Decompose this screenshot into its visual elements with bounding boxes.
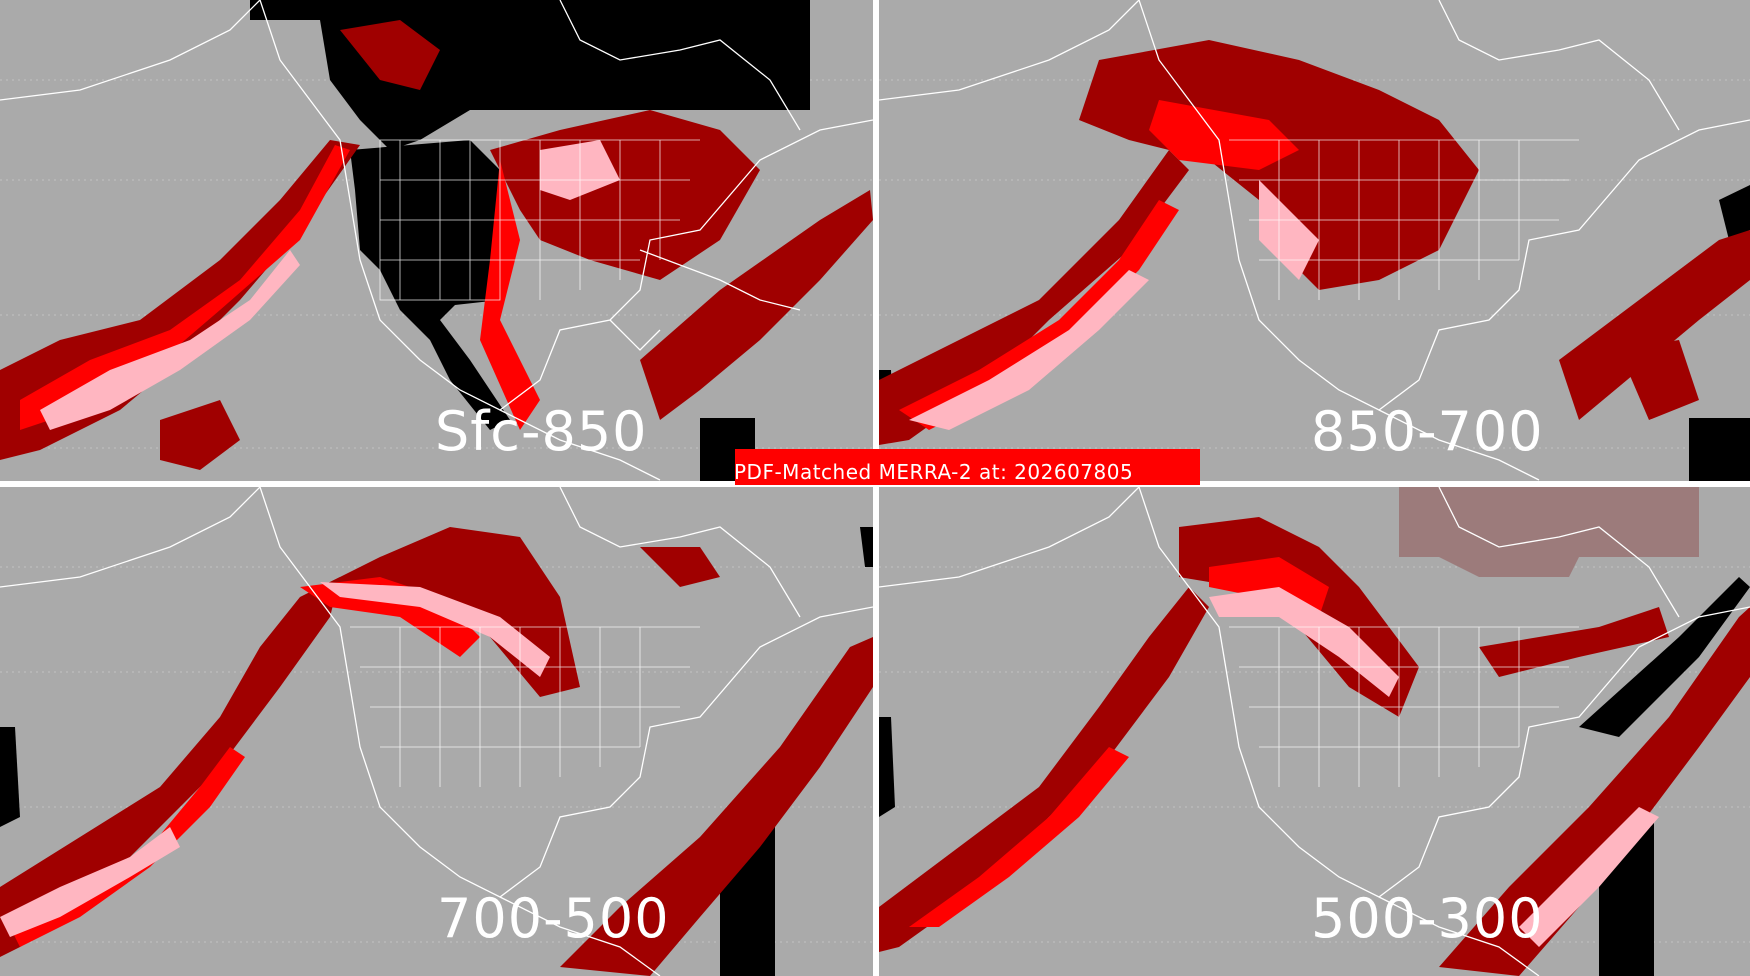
pink-band	[1209, 587, 1659, 947]
red-band	[20, 145, 540, 430]
state-borders	[1229, 139, 1579, 300]
coastline	[0, 487, 873, 976]
map-panel-850-700: 850-700	[879, 0, 1750, 481]
map-canvas	[0, 487, 873, 976]
coastline	[0, 0, 873, 481]
layer-label: 500-300	[1311, 887, 1544, 950]
red-band	[899, 100, 1299, 430]
state-borders	[1229, 626, 1579, 787]
map-panel-700-500: 700-500	[0, 487, 873, 976]
map-panel-sfc-850: Sfc-850	[0, 0, 873, 481]
pink-band	[0, 582, 550, 937]
low-moisture-region	[1399, 487, 1699, 577]
pink-band	[909, 180, 1319, 430]
coastline	[879, 0, 1750, 481]
state-borders	[350, 626, 700, 787]
coastline	[879, 487, 1750, 976]
map-panel-500-300: 500-300	[879, 487, 1750, 976]
figure-title: PDF-Matched MERRA-2 at: 202607805	[734, 460, 1134, 484]
map-canvas	[879, 0, 1750, 481]
title-banner	[735, 449, 1200, 485]
layer-label: 700-500	[437, 887, 670, 950]
map-canvas	[0, 0, 873, 481]
vertical-divider	[873, 0, 879, 976]
layer-label: Sfc-850	[435, 400, 648, 463]
layer-label: 850-700	[1311, 400, 1544, 463]
map-canvas	[879, 487, 1750, 976]
state-borders	[379, 139, 700, 301]
